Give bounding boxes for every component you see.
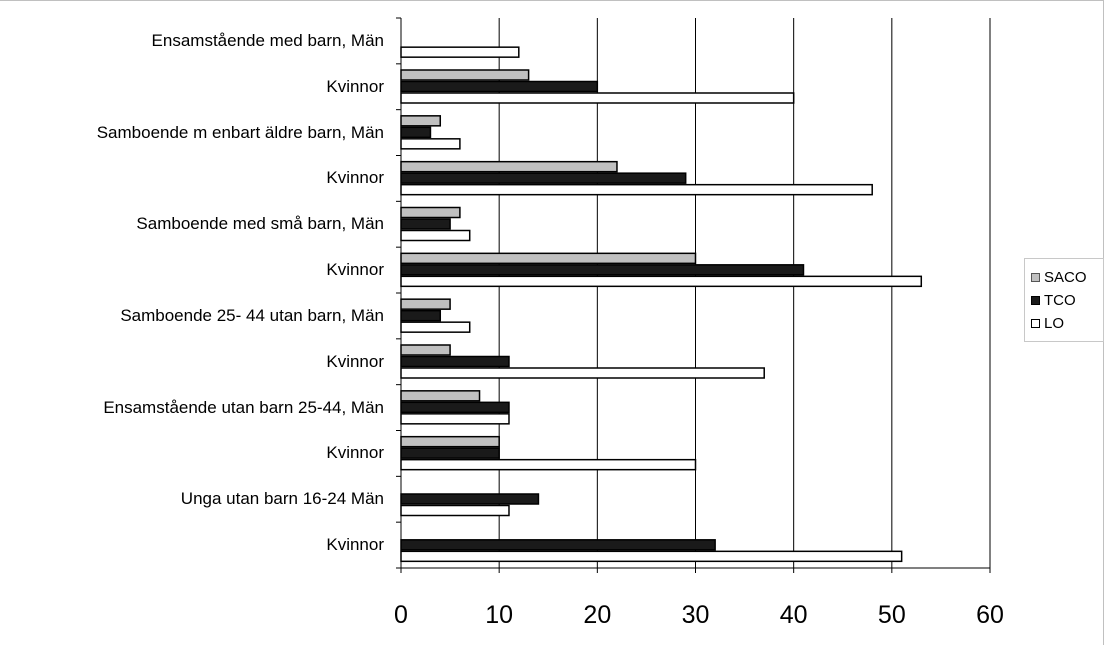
value-tick-label: 0 [394, 601, 408, 629]
bar-tco [400, 126, 432, 139]
bar-saco [400, 206, 461, 219]
category-label: Samboende 25- 44 utan barn, Män [120, 305, 384, 325]
category-label: Kvinnor [326, 168, 384, 188]
legend-item: TCO [1025, 289, 1103, 312]
bar-lo [400, 504, 510, 517]
bar-lo [400, 413, 510, 425]
bar-tco [400, 172, 687, 184]
bar-tco [400, 401, 510, 414]
category-label: Samboende m enbart äldre barn, Män [96, 122, 384, 142]
bar-tco [400, 218, 451, 230]
bar-saco [400, 69, 530, 81]
value-tick-label: 60 [976, 601, 1004, 629]
value-tick-label: 10 [485, 601, 514, 629]
legend-swatch [1031, 319, 1040, 328]
bar-lo [400, 367, 765, 379]
bar-tco [400, 309, 442, 322]
legend-label: TCO [1044, 292, 1076, 309]
bar-tco [400, 80, 599, 93]
value-tick-label: 40 [779, 601, 808, 629]
bar-lo [400, 550, 903, 563]
category-label: Unga utan barn 16-24 Män [180, 489, 384, 509]
legend-label: LO [1044, 315, 1065, 332]
category-label: Kvinnor [326, 260, 384, 280]
category-label: Ensamstående med barn, Män [151, 30, 384, 50]
legend-label: SACO [1044, 269, 1087, 286]
bar-lo [400, 321, 471, 333]
bar-tco [400, 355, 510, 368]
bar-lo [400, 92, 795, 104]
bar-lo [400, 183, 873, 196]
bar-saco [400, 390, 481, 402]
value-tick-label: 20 [583, 601, 612, 629]
bar-tco [400, 539, 716, 551]
category-label: Kvinnor [326, 351, 384, 371]
bar-saco [400, 252, 697, 265]
bar-saco [400, 344, 451, 356]
bar-saco [400, 160, 618, 173]
category-label: Samboende med små barn, Män [136, 214, 384, 234]
category-label: Kvinnor [326, 443, 384, 463]
legend-item: LO [1025, 312, 1103, 335]
value-tick-label: 50 [877, 601, 906, 629]
bar-tco [400, 493, 540, 505]
bar-tco [400, 447, 500, 459]
category-label: Kvinnor [326, 76, 384, 96]
category-label: Ensamstående utan barn 25-44, Män [103, 397, 384, 417]
bar-saco [400, 115, 442, 127]
legend-swatch [1031, 296, 1040, 305]
legend-item: SACO [1025, 266, 1103, 289]
bar-lo [400, 46, 520, 58]
bar-tco [400, 264, 805, 276]
category-label: Kvinnor [326, 535, 384, 555]
bar-saco [400, 435, 500, 448]
legend: SACO TCO LO [1024, 258, 1104, 342]
bar-lo [400, 138, 461, 150]
bar-lo [400, 275, 923, 288]
bar-lo [400, 229, 471, 242]
bar-lo [400, 458, 697, 471]
value-tick-label: 30 [681, 601, 710, 629]
legend-swatch [1031, 273, 1040, 282]
bar-saco [400, 298, 451, 310]
